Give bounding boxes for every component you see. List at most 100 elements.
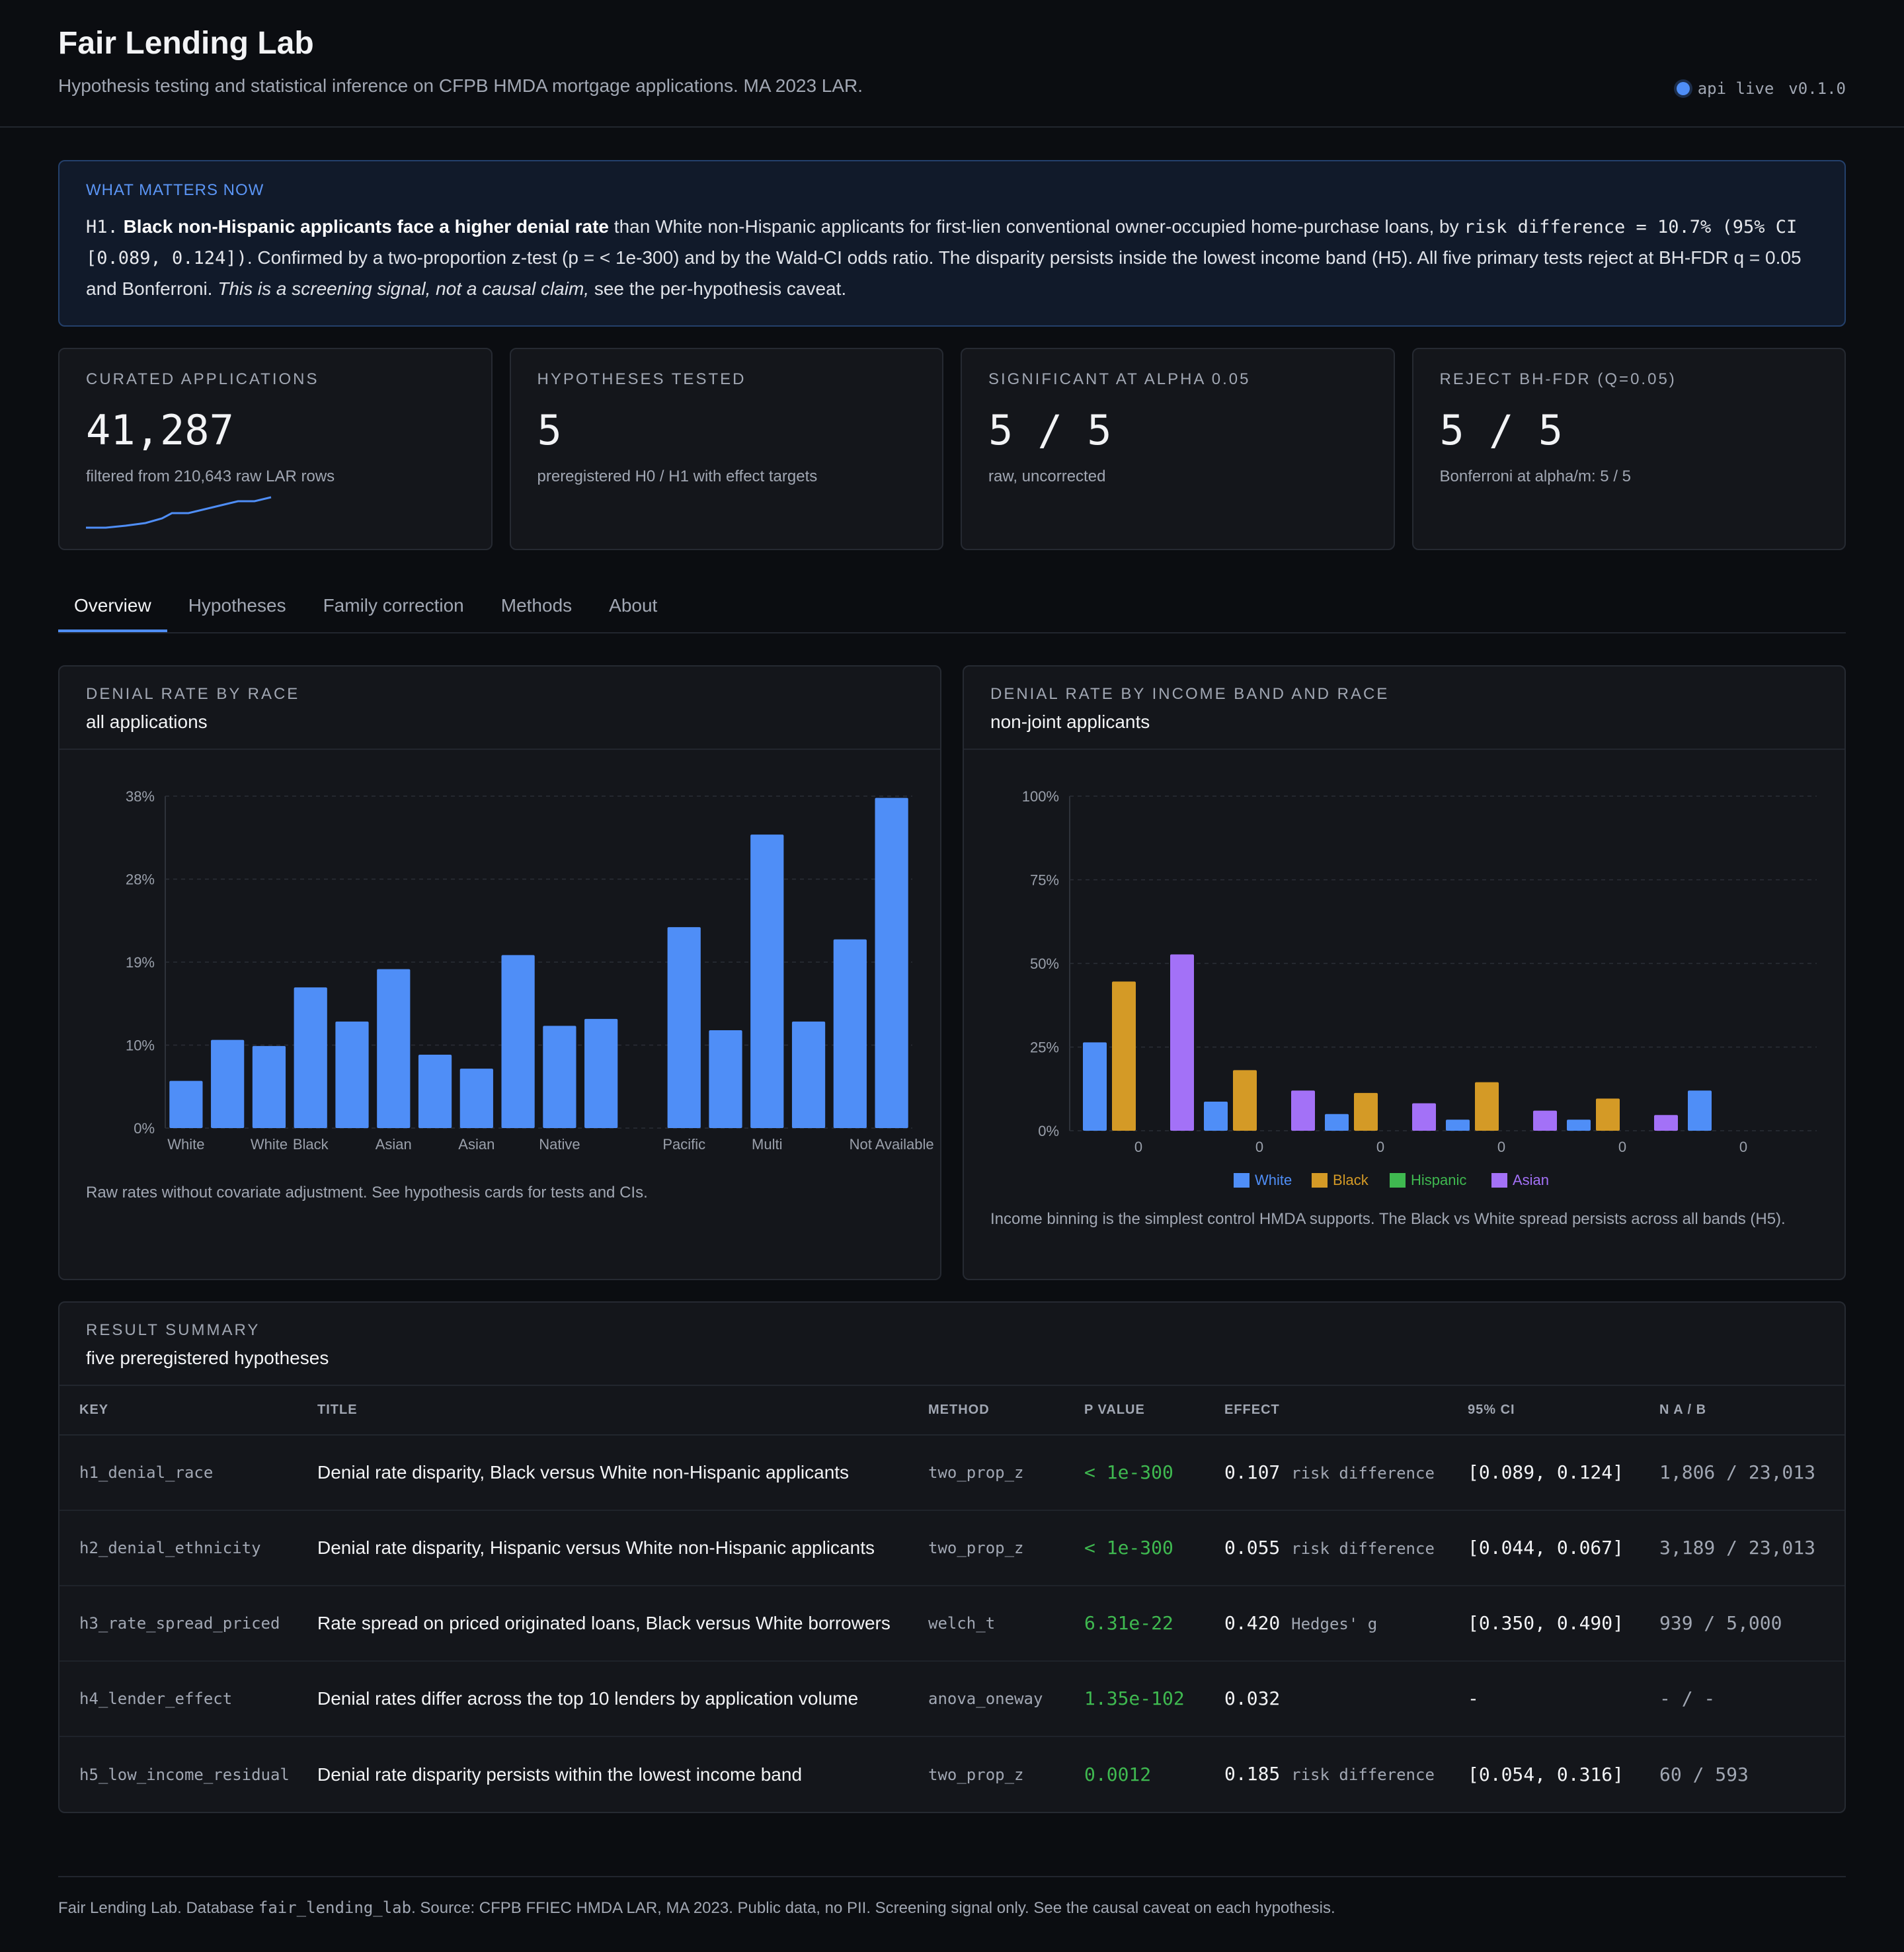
legend-swatch-asian: [1491, 1173, 1507, 1188]
panel-subtitle: five preregistered hypotheses: [86, 1348, 329, 1368]
row-p-value: 6.31e-22: [1078, 1586, 1218, 1662]
row-method: anova_oneway: [922, 1661, 1078, 1737]
panel-label: DENIAL RATE BY INCOME BAND AND RACE: [990, 685, 1390, 703]
bar: [169, 1080, 203, 1128]
legend-label-hispanic: Hispanic: [1411, 1172, 1466, 1188]
row-n: 1,806 / 23,013: [1653, 1435, 1844, 1511]
kpi-label: SIGNIFICANT AT ALPHA 0.05: [988, 370, 1251, 388]
bar-black: [1354, 1092, 1378, 1131]
bar: [750, 834, 784, 1128]
panel-label: DENIAL RATE BY RACE: [86, 685, 300, 703]
callout-text-1: than White non-Hispanic applicants for f…: [609, 216, 1464, 237]
result-summary-panel: RESULT SUMMARY five preregistered hypoth…: [58, 1301, 1846, 1813]
row-ci: [0.350, 0.490]: [1461, 1586, 1653, 1662]
tab-methods[interactable]: Methods: [500, 595, 573, 616]
effect-value: 0.185: [1224, 1763, 1281, 1785]
effect-value: 0.107: [1224, 1461, 1281, 1483]
row-effect: 0.107 risk difference: [1218, 1435, 1461, 1511]
bar-asian: [1291, 1090, 1315, 1131]
what-matters-callout: WHAT MATTERS NOW H1. Black non-Hispanic …: [58, 160, 1846, 327]
sparkline-icon: [86, 496, 272, 529]
kpi-row: CURATED APPLICATIONS 41,287 filtered fro…: [58, 348, 1846, 550]
legend-label-white: White: [1255, 1172, 1292, 1188]
race-chart-panel: DENIAL RATE BY RACE all applications 0% 1…: [58, 665, 941, 1280]
row-key: h5_low_income_residual: [79, 1765, 290, 1784]
effect-value: 0.055: [1224, 1536, 1281, 1559]
table-row[interactable]: h4_lender_effect Denial rates differ acr…: [60, 1661, 1844, 1737]
table-row[interactable]: h5_low_income_residual Denial rate dispa…: [60, 1736, 1844, 1812]
table-row[interactable]: h3_rate_spread_priced Rate spread on pri…: [60, 1586, 1844, 1662]
panel-note: Raw rates without covariate adjustment. …: [86, 1184, 648, 1201]
y-tick-label: 50%: [1030, 956, 1059, 972]
y-tick-label: 100%: [1022, 788, 1059, 805]
row-key: h2_denial_ethnicity: [60, 1510, 311, 1586]
callout-lead: Black non-Hispanic applicants face a hig…: [123, 216, 610, 237]
bar-asian: [1654, 1115, 1678, 1131]
legend-swatch-hispanic: [1390, 1173, 1406, 1188]
bar-black: [1112, 981, 1136, 1131]
row-effect: 0.420 Hedges' g: [1218, 1586, 1461, 1662]
legend-swatch-white: [1234, 1173, 1250, 1188]
x-tick-label: 0: [1497, 1139, 1505, 1155]
app-subtitle: Hypothesis testing and statistical infer…: [58, 75, 863, 96]
effect-value: 0.420: [1224, 1611, 1281, 1634]
row-method: two_prop_z: [928, 1765, 1024, 1784]
effect-unit: Hedges' g: [1291, 1614, 1378, 1633]
x-tick-label: 0: [1618, 1139, 1626, 1155]
column-header-effect: EFFECT: [1218, 1386, 1461, 1436]
column-header-p-value: P VALUE: [1078, 1386, 1218, 1436]
row-method: two_prop_z: [922, 1510, 1078, 1586]
row-n: 60 / 593: [1659, 1763, 1749, 1785]
table-row[interactable]: h2_denial_ethnicity Denial rate disparit…: [60, 1510, 1844, 1586]
row-ci: [0.044, 0.067]: [1461, 1510, 1653, 1586]
x-tick-label: 0: [1134, 1139, 1142, 1155]
footer-suffix: . Source: CFPB FFIEC HMDA LAR, MA 2023. …: [411, 1899, 1335, 1917]
race-denial-chart: 0% 10% 19% 28% 38% White White Black Asian Asian N…: [126, 788, 934, 1153]
row-ci: [0.054, 0.316]: [1468, 1763, 1624, 1785]
tab-family-correction[interactable]: Family correction: [323, 595, 464, 616]
version-label: v0.1.0: [1788, 79, 1846, 98]
kpi-card-bh-fdr: REJECT BH-FDR (Q=0.05) 5 / 5 Bonferroni …: [1411, 348, 1846, 550]
tab-about[interactable]: About: [609, 595, 658, 616]
kpi-sub: Bonferroni at alpha/m: 5 / 5: [1439, 468, 1632, 485]
row-p-value: < 1e-300: [1078, 1510, 1218, 1586]
bar: [335, 1021, 369, 1128]
legend-swatch-black: [1312, 1173, 1328, 1188]
x-tick-label: 0: [1739, 1139, 1747, 1155]
column-header-ci: 95% CI: [1461, 1386, 1653, 1436]
panel-subtitle: non-joint applicants: [990, 712, 1150, 732]
kpi-label: CURATED APPLICATIONS: [86, 370, 319, 388]
y-tick-label: 0%: [1038, 1123, 1059, 1139]
tab-hypotheses[interactable]: Hypotheses: [188, 595, 286, 616]
bar: [875, 797, 908, 1128]
tab-overview[interactable]: Overview: [58, 587, 167, 632]
bar-white: [1567, 1119, 1591, 1131]
bar-black: [1475, 1082, 1499, 1131]
api-status: api live v0.1.0: [1676, 79, 1846, 98]
x-tick-label: Not Available: [850, 1136, 934, 1153]
x-tick-label: Asian: [376, 1136, 412, 1153]
bar-asian: [1533, 1110, 1557, 1131]
bar-black: [1233, 1070, 1257, 1131]
api-status-text: api live: [1697, 79, 1774, 98]
row-ci: -: [1461, 1661, 1653, 1737]
kpi-card-hypotheses: HYPOTHESES TESTED 5 preregistered H0 / H…: [509, 348, 943, 550]
row-effect: 0.185 risk difference: [1218, 1736, 1461, 1812]
x-tick-label: Asian: [458, 1136, 495, 1153]
x-tick-label: Native: [539, 1136, 580, 1153]
income-denial-chart: 0% 25% 50% 75% 100% 0 0 0 0 0 0 White Black Hispanic A…: [1022, 788, 1817, 1188]
kpi-sub: preregistered H0 / H1 with effect target…: [537, 468, 818, 485]
kpi-card-significant: SIGNIFICANT AT ALPHA 0.05 5 / 5 raw, unc…: [961, 348, 1395, 550]
callout-emphasis: This is a screening signal, not a causal…: [218, 278, 590, 299]
y-tick-label: 10%: [126, 1037, 155, 1054]
bar: [294, 987, 327, 1128]
table-row[interactable]: h1_denial_race Denial rate disparity, Bl…: [60, 1435, 1844, 1511]
effect-unit: risk difference: [1291, 1463, 1435, 1483]
column-header-key: KEY: [60, 1386, 311, 1436]
callout-key: H1.: [86, 217, 118, 237]
page-footer: Fair Lending Lab. Database fair_lending_…: [58, 1876, 1846, 1918]
bar-white: [1083, 1042, 1107, 1131]
bar-white: [1204, 1101, 1228, 1131]
row-title: Denial rate disparity persists within th…: [317, 1764, 803, 1785]
row-effect: 0.032: [1218, 1661, 1461, 1737]
